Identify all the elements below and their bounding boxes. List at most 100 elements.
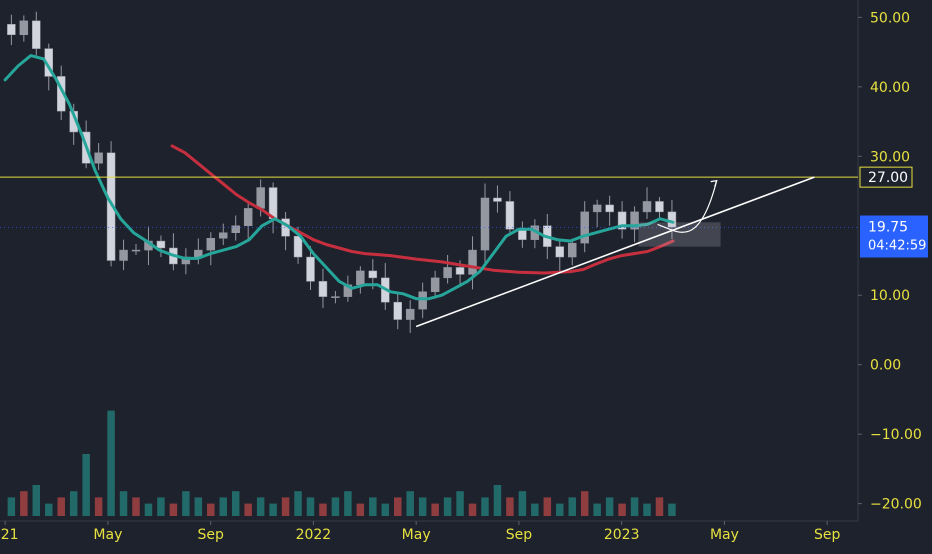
candle-body xyxy=(7,24,16,35)
volume-bar xyxy=(456,491,464,516)
volume-bar xyxy=(69,491,78,516)
volume-bar xyxy=(281,497,290,516)
volume-bar xyxy=(7,497,16,516)
volume-bar xyxy=(344,491,352,516)
volume-bar xyxy=(219,497,227,516)
volume-bar xyxy=(169,503,178,516)
volume-bar xyxy=(331,497,340,516)
candle-body xyxy=(106,152,116,261)
y-tick-label: 0.00 xyxy=(870,358,901,374)
candle-body xyxy=(567,242,577,258)
volume-bars xyxy=(7,410,676,516)
price-countdown-label: 04:42:59 xyxy=(868,239,926,254)
x-tick-label: May xyxy=(710,527,739,543)
volume-bar xyxy=(144,503,153,516)
volume-bar xyxy=(568,497,576,516)
candle-body xyxy=(293,235,303,258)
candle-body xyxy=(592,204,602,213)
volume-bar xyxy=(493,485,502,516)
x-tick-label: May xyxy=(93,527,122,543)
candle-body xyxy=(243,208,253,227)
volume-bar xyxy=(294,491,302,516)
candle-body xyxy=(393,301,402,320)
volume-bar xyxy=(82,454,90,516)
candle-body xyxy=(119,249,128,261)
volume-bar xyxy=(418,497,427,516)
candle-body xyxy=(32,20,41,49)
candle-body xyxy=(156,240,166,249)
fast-moving-average-line xyxy=(3,54,675,301)
volume-bar xyxy=(182,491,190,516)
volume-bar xyxy=(443,497,452,516)
candle-body xyxy=(617,211,627,230)
x-tick-label: 021 xyxy=(0,527,19,543)
y-tick-label: 30.00 xyxy=(870,149,910,165)
projection-arrow xyxy=(657,180,718,233)
volume-bar xyxy=(406,491,414,516)
volume-bar xyxy=(231,491,240,516)
candle-body xyxy=(642,201,652,213)
candle-body xyxy=(19,20,29,35)
volume-bar xyxy=(543,497,552,516)
volume-bar xyxy=(580,491,589,516)
y-tick-label: −20.00 xyxy=(870,497,922,513)
volume-bar xyxy=(643,503,651,516)
target-zone-box xyxy=(638,222,721,247)
y-tick-label: 10.00 xyxy=(870,288,910,304)
overlays xyxy=(0,54,858,328)
candle-body xyxy=(655,201,664,213)
candle-body xyxy=(206,238,216,251)
volume-bar xyxy=(481,497,489,516)
volume-bar xyxy=(394,497,402,516)
volume-bar xyxy=(369,497,377,516)
volume-bar xyxy=(518,491,527,516)
volume-bar xyxy=(605,497,614,516)
volume-bar xyxy=(20,491,28,516)
candle-body xyxy=(306,256,315,282)
volume-bar xyxy=(531,503,539,516)
volume-bar xyxy=(306,497,315,516)
candle-body xyxy=(256,187,265,209)
x-tick-label: Sep xyxy=(506,527,533,543)
candle-body xyxy=(630,211,639,230)
volume-bar xyxy=(356,503,365,516)
volume-bar xyxy=(655,497,664,516)
candle-body xyxy=(405,308,415,320)
slow-moving-average-line xyxy=(170,144,675,275)
candle-body xyxy=(131,249,141,252)
ascending-trendline xyxy=(415,176,815,328)
x-tick-label: Sep xyxy=(814,527,841,543)
volume-bar xyxy=(32,485,41,516)
candle-body xyxy=(605,204,614,213)
y-tick-label: 50.00 xyxy=(870,10,910,26)
candle-body xyxy=(231,225,240,233)
volume-bar xyxy=(269,503,277,516)
candle-body xyxy=(318,281,328,297)
volume-bar xyxy=(431,503,439,516)
candle-body xyxy=(518,228,527,240)
candle-body xyxy=(455,267,465,275)
volume-bar xyxy=(94,497,103,516)
candles xyxy=(7,11,677,334)
volume-bar xyxy=(119,491,128,516)
x-tick-label: 2023 xyxy=(604,527,640,543)
volume-bar xyxy=(593,503,601,516)
volume-bar xyxy=(244,503,252,516)
current-price-label: 19.75 xyxy=(868,220,908,236)
candle-body xyxy=(418,291,427,310)
current-price-label-box xyxy=(860,215,928,258)
candle-body xyxy=(356,270,365,286)
volume-bar xyxy=(381,503,390,516)
candle-body xyxy=(493,197,502,202)
volume-bar xyxy=(57,497,65,516)
candle-body xyxy=(94,152,103,164)
x-tick-label: May xyxy=(402,527,431,543)
volume-bar xyxy=(157,497,165,516)
candle-body xyxy=(555,246,565,258)
volume-bar xyxy=(630,497,639,516)
candle-body xyxy=(368,270,378,279)
